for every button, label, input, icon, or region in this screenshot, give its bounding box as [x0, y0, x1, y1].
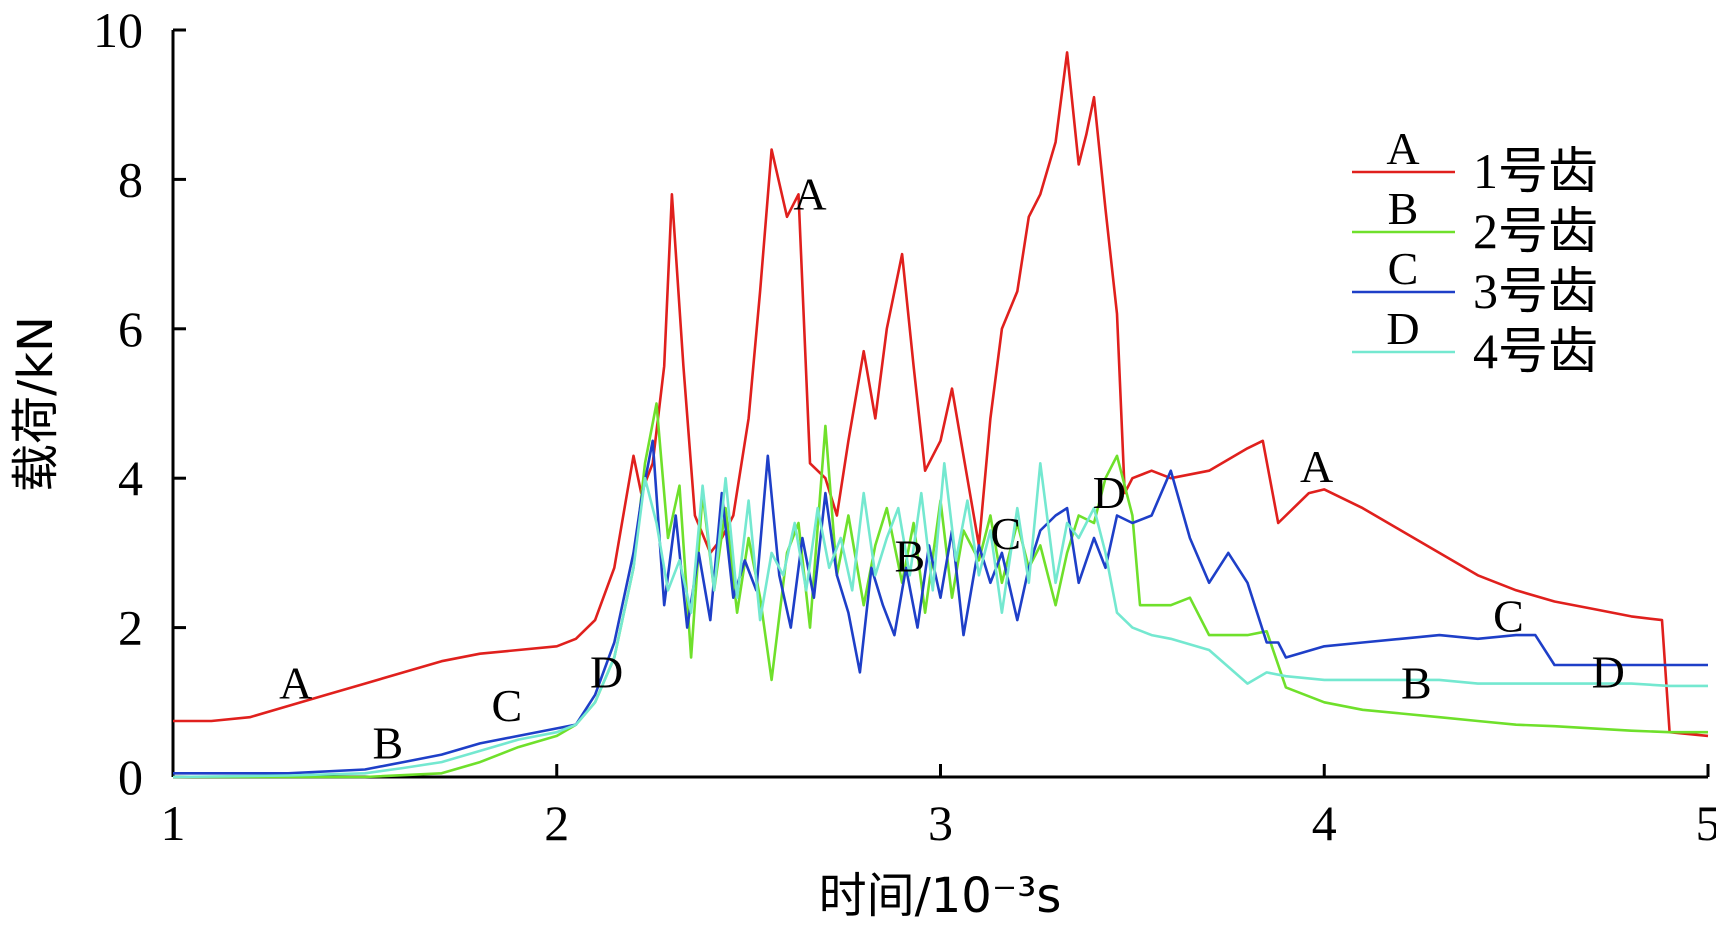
curve-label: C: [990, 508, 1021, 559]
legend-letter: A: [1386, 123, 1419, 174]
x-tick-label: 1: [161, 795, 186, 851]
y-tick-label: 4: [118, 450, 143, 506]
legend-label: 1号齿: [1473, 143, 1598, 199]
series-line-a: [173, 51, 1709, 738]
legend-letter: D: [1386, 303, 1419, 354]
curve-label: C: [492, 680, 523, 731]
ticks: 1 2 3 4 5 0 2 4 6 8 10: [93, 2, 1716, 851]
curve-label: B: [373, 717, 404, 768]
y-axis-title: 载荷/kN: [8, 316, 64, 492]
legend-label: 2号齿: [1473, 203, 1598, 259]
x-tick-label: 4: [1312, 795, 1337, 851]
legend-letter: B: [1388, 183, 1419, 234]
legend-label: 4号齿: [1473, 323, 1598, 379]
y-tick-label: 8: [118, 151, 143, 207]
curve-label: D: [590, 646, 623, 697]
curve-label: A: [279, 658, 312, 709]
curve-label: B: [1401, 658, 1432, 709]
curve-label: D: [1592, 646, 1625, 697]
curve-label: A: [793, 168, 826, 219]
y-tick-label: 6: [118, 301, 143, 357]
x-tick-label: 3: [928, 795, 953, 851]
series-line-c: [173, 439, 1708, 775]
x-axis-title: 时间/10⁻³s: [819, 868, 1062, 924]
curve-label: A: [1300, 441, 1333, 492]
curve-label: D: [1093, 467, 1126, 518]
y-tick-label: 2: [118, 600, 143, 656]
curve-label: C: [1493, 590, 1524, 641]
series-layer: [172, 51, 1709, 779]
y-tick-label: 10: [93, 2, 143, 58]
curve-label: B: [894, 531, 925, 582]
y-tick-label: 0: [118, 749, 143, 805]
x-tick-label: 2: [544, 795, 569, 851]
series-line-d: [172, 461, 1708, 779]
legend-label: 3号齿: [1473, 263, 1598, 319]
x-tick-label: 5: [1696, 795, 1716, 851]
legend: A 1号齿 B 2号齿 C 3号齿 D 4号齿: [1352, 123, 1598, 379]
legend-letter: C: [1388, 243, 1419, 294]
